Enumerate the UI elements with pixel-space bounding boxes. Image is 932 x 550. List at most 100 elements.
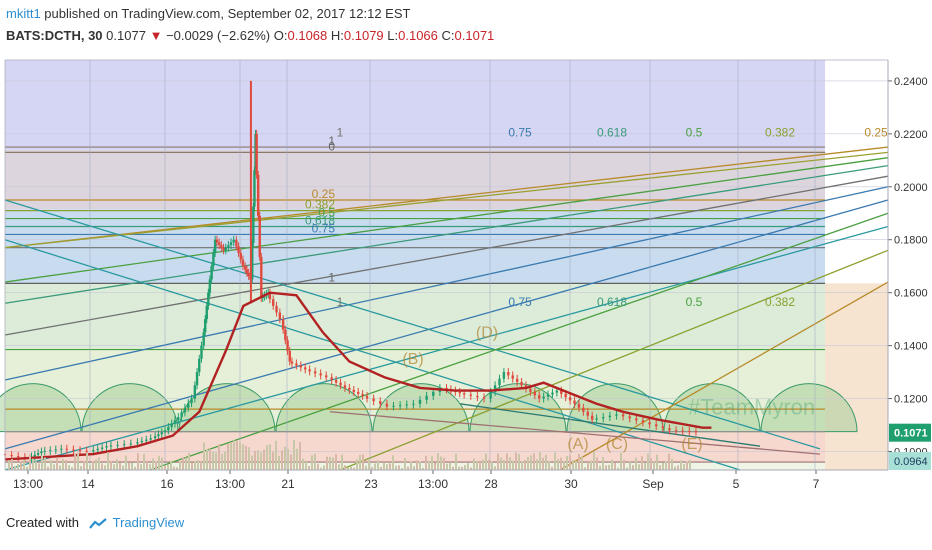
fan-line bbox=[4, 225, 889, 471]
candle-body bbox=[445, 387, 448, 390]
candle-body bbox=[668, 428, 671, 431]
fib-time-label: 0.382 bbox=[765, 125, 795, 139]
candle-body bbox=[412, 403, 415, 405]
candle-body bbox=[204, 319, 207, 333]
candle-body bbox=[339, 382, 342, 386]
fan-line bbox=[459, 403, 761, 447]
candle-body bbox=[582, 407, 585, 412]
volume-bar bbox=[284, 446, 286, 470]
volume-bar bbox=[245, 445, 247, 470]
volume-bar bbox=[209, 448, 211, 470]
tradingview-link[interactable]: TradingView bbox=[112, 515, 185, 530]
volume-bar bbox=[560, 457, 562, 470]
candle-body bbox=[235, 239, 238, 247]
fan-line bbox=[4, 175, 889, 336]
volume-bar bbox=[353, 467, 355, 470]
candle-body bbox=[207, 292, 210, 306]
candle-body bbox=[432, 391, 435, 396]
volume-bar bbox=[251, 455, 253, 470]
volume-bar bbox=[308, 465, 310, 470]
volume-bar bbox=[170, 460, 172, 470]
candle-body bbox=[260, 256, 263, 298]
band-lightblue bbox=[5, 209, 825, 284]
volume-bar bbox=[263, 449, 265, 470]
candle-body bbox=[157, 434, 160, 437]
volume-bar bbox=[176, 467, 178, 470]
volume-bar bbox=[683, 463, 685, 470]
volume-bar bbox=[587, 462, 589, 470]
candle-body bbox=[247, 272, 250, 277]
open-label: O: bbox=[273, 28, 288, 43]
candle-body bbox=[183, 407, 187, 413]
volume-bar bbox=[614, 462, 616, 470]
candle-body bbox=[385, 403, 389, 407]
volume-bar bbox=[203, 442, 205, 470]
volume-bar bbox=[344, 465, 346, 470]
time-axis-label: 30 bbox=[564, 477, 578, 491]
volume-bar bbox=[236, 441, 238, 470]
volume-bar bbox=[101, 463, 103, 470]
volume-bar bbox=[83, 460, 85, 470]
fib-time-label: 0.5 bbox=[686, 295, 703, 309]
candle-body bbox=[348, 387, 351, 390]
volume-bar bbox=[632, 465, 634, 470]
candle-body bbox=[243, 266, 247, 270]
time-axis-label: 28 bbox=[484, 477, 498, 491]
low-price-tag bbox=[889, 452, 931, 471]
time-axis-label: Sep bbox=[642, 477, 664, 491]
volume-bar bbox=[377, 460, 379, 470]
volume-bar bbox=[437, 453, 439, 470]
volume-bar bbox=[491, 461, 493, 470]
volume-bar bbox=[362, 454, 364, 470]
volume-bar bbox=[119, 462, 121, 470]
candle-body bbox=[529, 388, 532, 392]
volume-bar bbox=[653, 461, 655, 470]
moving-average-line bbox=[4, 291, 712, 461]
fib-level-label: 0.382 bbox=[305, 198, 335, 212]
volume-bar bbox=[518, 453, 520, 470]
volume-bar bbox=[476, 460, 478, 470]
volume-bar bbox=[71, 467, 73, 470]
volume-bar bbox=[407, 466, 409, 470]
high-value: 0.1079 bbox=[343, 28, 384, 43]
volume-bar bbox=[341, 454, 343, 470]
volume-bar bbox=[242, 444, 244, 470]
candle-body bbox=[272, 299, 275, 306]
volume-bar bbox=[584, 467, 586, 470]
volume-bar bbox=[191, 462, 193, 470]
symbol-name[interactable]: BATS:DCTH, 30 bbox=[6, 28, 103, 43]
volume-bar bbox=[314, 453, 316, 470]
volume-bar bbox=[50, 460, 52, 470]
candle-body bbox=[129, 443, 133, 445]
last-price-tag bbox=[889, 423, 931, 442]
candle-body bbox=[568, 397, 572, 401]
volume-bar bbox=[521, 461, 523, 470]
band-bottom bbox=[5, 462, 825, 470]
volume-bar bbox=[221, 453, 223, 470]
volume-bar bbox=[680, 460, 682, 470]
candle-body bbox=[173, 420, 177, 424]
time-axis-label: 16 bbox=[160, 477, 174, 491]
candle-body bbox=[304, 367, 307, 370]
low-value: 0.1066 bbox=[398, 28, 438, 43]
candle-body bbox=[688, 430, 691, 432]
candle-body bbox=[590, 415, 594, 420]
fib-time-label: 0.618 bbox=[597, 125, 627, 139]
close-label: C: bbox=[441, 28, 455, 43]
footer: Created with TradingView bbox=[6, 515, 184, 530]
volume-bar bbox=[62, 459, 64, 470]
volume-bar bbox=[212, 451, 214, 470]
volume-bar bbox=[668, 453, 670, 470]
candle-body bbox=[33, 454, 37, 457]
volume-bar bbox=[299, 442, 301, 470]
band-blue-top bbox=[5, 60, 825, 150]
volume-bar bbox=[116, 459, 118, 470]
candle-body bbox=[187, 403, 190, 408]
publisher-username[interactable]: mkitt1 bbox=[6, 6, 41, 21]
fib-time-label: 0.75 bbox=[508, 125, 532, 139]
volume-bar bbox=[590, 460, 592, 470]
cycle-arc bbox=[663, 383, 761, 433]
volume-bar bbox=[449, 462, 451, 470]
fib-time-label: 0.382 bbox=[765, 295, 795, 309]
